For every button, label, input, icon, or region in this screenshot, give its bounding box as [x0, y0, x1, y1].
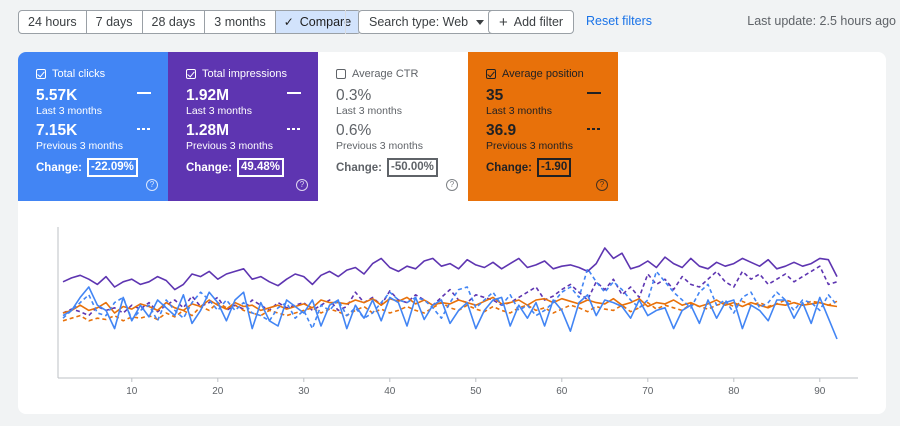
- current-value: 0.3%: [336, 87, 372, 104]
- help-circle-icon[interactable]: ?: [446, 179, 458, 191]
- help-circle-icon[interactable]: ?: [146, 179, 158, 191]
- performance-panel: Total clicks 5.57K Last 3 months 7.15K P…: [18, 52, 886, 414]
- metric-card-average-position[interactable]: Average position 35 Last 3 months 36.9 P…: [468, 52, 618, 201]
- x-tick-label: 30: [298, 386, 310, 397]
- change-row: Change: -22.09%: [36, 158, 138, 177]
- last-update-text: Last update: 2.5 hours ago: [747, 14, 896, 28]
- checkbox-checked-icon[interactable]: [486, 69, 496, 79]
- series-line-4: [62, 286, 838, 340]
- checkbox-checked-icon[interactable]: [36, 69, 46, 79]
- toolbar: 24 hours 7 days 28 days 3 months ✓ Compar…: [0, 0, 900, 44]
- add-filter-button[interactable]: + Add filter: [488, 10, 575, 34]
- series-line-5: [62, 267, 838, 330]
- previous-period-label: Previous 3 months: [36, 140, 123, 152]
- help-circle-icon[interactable]: ?: [296, 179, 308, 191]
- previous-period-label: Previous 3 months: [336, 140, 423, 152]
- x-tick-label: 20: [212, 386, 224, 397]
- compare-label: Compare: [299, 15, 352, 29]
- reset-filters-link[interactable]: Reset filters: [586, 14, 652, 28]
- change-row: Change: 49.48%: [186, 158, 285, 177]
- change-row: Change: -50.00%: [336, 158, 438, 177]
- change-value: -1.90: [537, 158, 572, 177]
- solid-line-legend-icon: [137, 92, 151, 94]
- change-label: Change:: [186, 161, 232, 174]
- range-28-days-button[interactable]: 28 days: [143, 11, 206, 33]
- current-period-label: Last 3 months: [186, 105, 252, 117]
- search-type-label: Search type: Web: [369, 15, 469, 29]
- metric-label: Average CTR: [352, 68, 419, 80]
- previous-value: 36.9: [486, 122, 517, 139]
- solid-line-legend-icon: [287, 92, 301, 94]
- toolbar-divider: [345, 10, 346, 34]
- metric-label: Average position: [502, 68, 584, 80]
- previous-value: 7.15K: [36, 122, 78, 139]
- previous-period-label: Previous 3 months: [486, 140, 573, 152]
- metric-card-total-clicks[interactable]: Total clicks 5.57K Last 3 months 7.15K P…: [18, 52, 168, 201]
- check-icon: ✓: [283, 15, 294, 29]
- add-filter-label: Add filter: [513, 15, 564, 29]
- compare-button[interactable]: ✓ Compare: [275, 11, 361, 33]
- metric-card-total-impressions[interactable]: Total impressions 1.92M Last 3 months 1.…: [168, 52, 318, 201]
- range-3-months-button[interactable]: 3 months: [205, 11, 276, 33]
- change-row: Change: -1.90: [486, 158, 572, 177]
- series-line-1: [62, 265, 838, 317]
- x-tick-label: 70: [642, 386, 654, 397]
- change-label: Change:: [36, 161, 82, 174]
- metric-label: Total impressions: [202, 68, 287, 80]
- dashed-line-legend-icon: [287, 128, 301, 130]
- dropdown-arrow-icon: [476, 20, 485, 26]
- previous-value: 1.28M: [186, 122, 230, 139]
- change-value: -22.09%: [87, 158, 138, 177]
- series-line-3: [62, 299, 838, 322]
- current-period-label: Last 3 months: [36, 105, 102, 117]
- metric-label: Total clicks: [52, 68, 106, 80]
- search-type-dropdown[interactable]: Search type: Web: [358, 10, 496, 34]
- range-24-hours-button[interactable]: 24 hours: [19, 11, 87, 33]
- change-value: -50.00%: [387, 158, 438, 177]
- previous-value: 0.6%: [336, 122, 372, 139]
- checkbox-checked-icon[interactable]: [186, 69, 196, 79]
- change-label: Change:: [486, 161, 532, 174]
- change-value: 49.48%: [237, 158, 285, 177]
- current-value: 35: [486, 87, 504, 104]
- previous-period-label: Previous 3 months: [186, 140, 273, 152]
- x-tick-label: 60: [556, 386, 568, 397]
- series-line-0: [62, 247, 838, 291]
- x-tick-label: 50: [470, 386, 482, 397]
- x-tick-label: 40: [384, 386, 396, 397]
- current-period-label: Last 3 months: [486, 105, 552, 117]
- dashed-line-legend-icon: [587, 128, 601, 130]
- metric-card-average-ctr[interactable]: Average CTR 0.3% Last 3 months 0.6% Prev…: [318, 52, 468, 201]
- help-circle-icon[interactable]: ?: [596, 179, 608, 191]
- current-value: 5.57K: [36, 87, 78, 104]
- change-label: Change:: [336, 161, 382, 174]
- range-7-days-button[interactable]: 7 days: [87, 11, 143, 33]
- x-tick-label: 80: [728, 386, 740, 397]
- current-value: 1.92M: [186, 87, 230, 104]
- x-tick-label: 90: [814, 386, 826, 397]
- x-tick-label: 10: [126, 386, 138, 397]
- current-period-label: Last 3 months: [336, 105, 402, 117]
- solid-line-legend-icon: [587, 92, 601, 94]
- performance-chart: 10 20 30 40 50 60 70 80 90: [57, 227, 858, 397]
- plus-icon: +: [499, 14, 508, 31]
- dashed-line-legend-icon: [137, 128, 151, 130]
- date-range-selector: 24 hours 7 days 28 days 3 months ✓ Compar…: [18, 10, 362, 34]
- checkbox-unchecked-icon[interactable]: [336, 69, 346, 79]
